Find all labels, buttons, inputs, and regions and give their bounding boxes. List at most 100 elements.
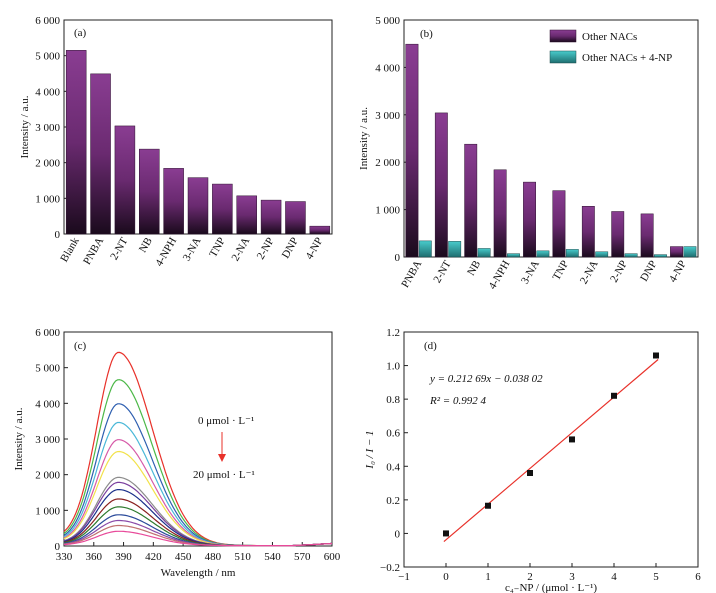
bar — [212, 183, 233, 235]
fit-equation: y = 0.212 69x − 0.038 02 — [429, 373, 543, 385]
bar-other-nacs — [611, 211, 625, 258]
data-point — [611, 392, 617, 399]
x-axis-label: Wavelength / nm — [161, 567, 236, 579]
bar-other-nacs-4np — [565, 249, 579, 258]
data-point — [527, 470, 533, 476]
x-tick-label: 570 — [294, 551, 311, 563]
legend-label: Other NACs + 4-NP — [582, 52, 672, 64]
panel-label: (d) — [424, 340, 437, 352]
data-point — [569, 436, 575, 443]
x-tick-label: NB — [465, 259, 483, 278]
y-tick-label: 4 000 — [35, 398, 60, 410]
data-point — [653, 352, 659, 359]
y-tick-label: 4 000 — [375, 62, 400, 74]
y-tick-label: 1 000 — [35, 193, 60, 205]
bar — [65, 50, 87, 235]
fit-r2: R² = 0.992 4 — [429, 395, 486, 407]
bar — [309, 225, 331, 235]
y-tick-label: 0.8 — [386, 394, 400, 406]
y-tick-label: 0.2 — [386, 495, 400, 507]
y-tick-label: 5 000 — [35, 363, 60, 375]
bar — [139, 148, 160, 235]
x-tick-label: 480 — [205, 551, 222, 563]
panel-label: (b) — [420, 28, 433, 40]
legend-label: Other NACs — [582, 31, 637, 43]
x-tick-label: DNP — [280, 236, 301, 261]
bar — [163, 168, 184, 235]
spectrum-line — [63, 421, 333, 547]
y-tick-label: 0 — [55, 229, 61, 241]
x-tick-label: 5 — [653, 571, 659, 583]
x-tick-label: PNBA — [81, 235, 106, 266]
bar-other-nacs — [552, 190, 566, 258]
y-tick-label: 0 — [395, 252, 401, 264]
x-tick-label: TNP — [207, 236, 228, 260]
x-tick-label: 4-NP — [667, 259, 689, 285]
x-tick-label: 3-NA — [519, 258, 542, 286]
bar — [114, 125, 136, 235]
y-tick-label: 5 000 — [35, 51, 60, 63]
bar-other-nacs-4np — [448, 241, 462, 258]
bar — [90, 73, 111, 235]
bar-other-nacs-4np — [683, 246, 697, 258]
x-tick-label: TNP — [551, 259, 572, 283]
bar-other-nacs — [523, 181, 536, 258]
spectrum-line — [63, 351, 333, 547]
x-tick-label: 2-NP — [608, 259, 630, 285]
x-tick-label: 2-NA — [578, 258, 601, 286]
bar — [187, 177, 209, 235]
x-tick-label: 0 — [443, 571, 449, 583]
bar — [260, 199, 282, 235]
legend-swatch — [549, 50, 577, 64]
x-tick-label: 1 — [485, 571, 491, 583]
y-axis-label: Intensity / a.u. — [358, 107, 370, 170]
fit-line — [443, 359, 659, 543]
bar-other-nacs-4np — [624, 253, 638, 258]
y-tick-label: 3 000 — [35, 122, 60, 134]
panel-label: (a) — [74, 27, 87, 39]
data-point — [443, 530, 449, 537]
x-tick-label: 2-NT — [108, 235, 130, 262]
y-tick-label: 1.0 — [386, 361, 400, 373]
bar-other-nacs-4np — [595, 251, 609, 258]
x-tick-label: 4-NPH — [487, 258, 513, 291]
y-tick-label: 5 000 — [375, 15, 400, 27]
x-tick-label: 6 — [695, 571, 701, 583]
y-tick-label: 6 000 — [35, 15, 60, 27]
y-tick-label: 2 000 — [375, 157, 400, 169]
y-tick-label: 3 000 — [375, 110, 400, 122]
x-tick-label: 4-NPH — [153, 235, 179, 268]
legend-swatch — [549, 29, 577, 43]
plot-frame — [403, 19, 699, 258]
x-tick-label: Blank — [58, 235, 82, 264]
x-tick-label: 3-NA — [181, 235, 204, 263]
bar-other-nacs-4np — [418, 240, 432, 258]
y-tick-label: 0 — [55, 541, 61, 553]
y-tick-label: 4 000 — [35, 86, 60, 98]
bar-other-nacs — [434, 112, 448, 258]
bar-other-nacs — [640, 213, 654, 258]
y-tick-label: 0.6 — [386, 428, 400, 440]
bar-other-nacs-4np — [507, 253, 520, 258]
x-tick-label: PNBA — [399, 258, 424, 289]
x-tick-label: 2-NT — [431, 258, 453, 285]
y-axis-label: Intensity / a.u. — [19, 95, 31, 158]
bar-other-nacs — [581, 206, 595, 258]
chart-panel-c: 0 1 000 2 000 3 000 4 000 5 000 6 000 330 360 390… — [13, 327, 341, 579]
y-tick-label: 1 000 — [375, 205, 400, 217]
x-tick-label: 540 — [264, 551, 281, 563]
spectrum-line — [63, 530, 333, 547]
bar-other-nacs — [493, 169, 507, 258]
y-tick-label: 1.2 — [386, 327, 400, 339]
x-tick-label: 4-NP — [303, 236, 325, 262]
bar-other-nacs-4np — [654, 254, 667, 258]
plot-frame — [403, 331, 699, 568]
x-tick-label: DNP — [638, 259, 659, 284]
y-tick-label: 6 000 — [35, 327, 60, 339]
bar — [236, 195, 257, 235]
y-tick-label: −0.2 — [380, 562, 400, 574]
y-axis-label: I₀ / I − 1 — [364, 430, 376, 469]
x-tick-label: 4 — [611, 571, 617, 583]
